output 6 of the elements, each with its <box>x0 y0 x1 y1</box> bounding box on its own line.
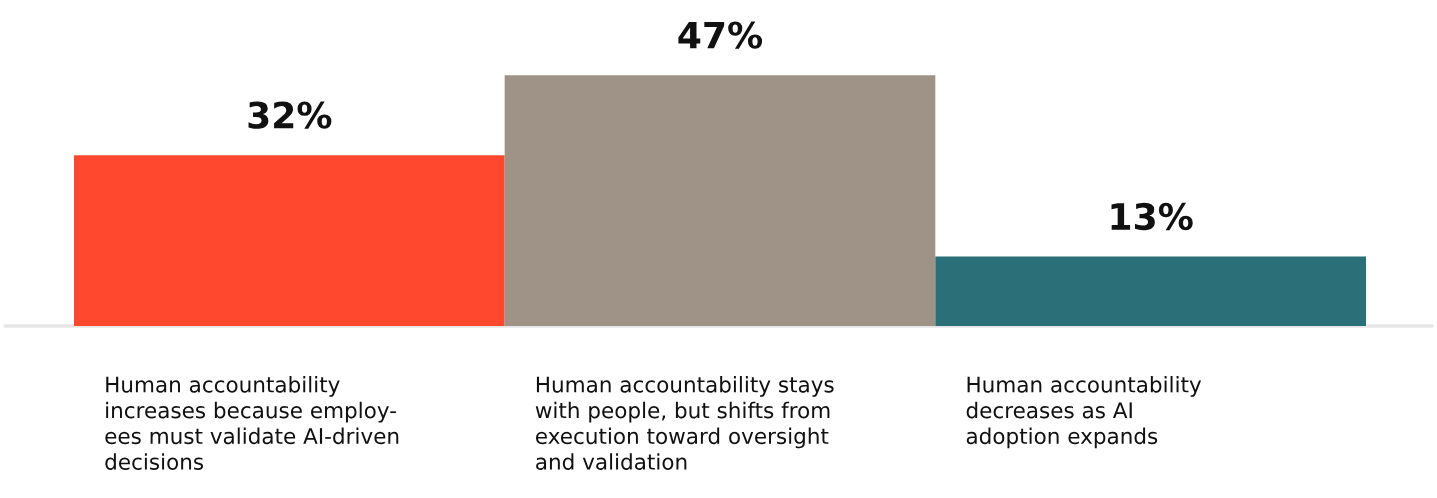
data-label: 47% <box>678 21 763 49</box>
x-tick-label: Human accountability stays with people, but shifts from execution toward oversight and validation <box>535 376 834 470</box>
x-tick-label: Human accountability increases because employ- ees must validate AI-driven decisions <box>105 376 399 470</box>
data-label: 32% <box>248 101 332 129</box>
data-label: 13% <box>1111 202 1193 231</box>
x-tick-label: Human accountability decreases as AI adoption expands <box>966 376 1202 449</box>
